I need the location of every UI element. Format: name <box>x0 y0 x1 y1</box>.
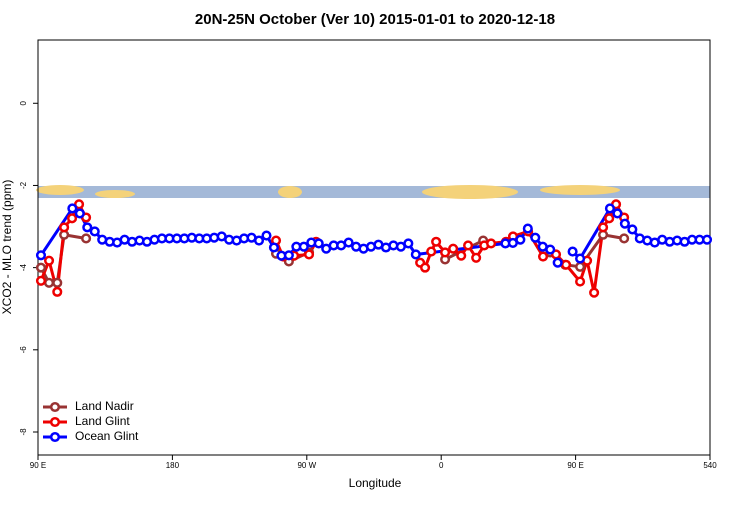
data-point <box>627 224 638 235</box>
x-tick-label: 90 E <box>30 461 46 470</box>
data-point <box>522 223 533 234</box>
data-point <box>456 250 467 261</box>
data-point <box>431 236 442 247</box>
x-tick-label: 540 <box>703 461 717 470</box>
data-point <box>35 262 47 273</box>
data-point <box>701 234 713 245</box>
data-point <box>81 233 92 244</box>
data-point <box>619 218 630 229</box>
data-point <box>283 250 294 261</box>
data-point <box>44 277 55 288</box>
data-point <box>298 241 309 252</box>
data-point <box>440 247 451 258</box>
data-point <box>575 276 586 287</box>
data-point <box>52 277 63 288</box>
legend-marker <box>49 401 61 413</box>
data-point <box>589 287 600 298</box>
data-point <box>303 249 315 260</box>
data-point <box>343 237 354 248</box>
legend-marker <box>49 416 61 428</box>
data-point <box>612 208 623 219</box>
x-axis-title: Longitude <box>349 476 402 490</box>
data-point <box>567 246 578 257</box>
x-tick-label: 90 E <box>567 461 583 470</box>
data-point <box>426 246 437 257</box>
x-tick-label: 180 <box>166 461 180 470</box>
data-point <box>261 230 272 241</box>
data-point <box>486 238 497 249</box>
x-tick-label: 0 <box>439 461 444 470</box>
data-point <box>604 213 615 224</box>
y-tick-label: -6 <box>19 346 28 354</box>
y-tick-label: -4 <box>19 264 28 272</box>
data-point <box>552 257 563 268</box>
data-point <box>560 259 572 270</box>
map-strip <box>36 185 710 199</box>
legend-label: Land Glint <box>75 414 130 428</box>
data-point <box>515 234 526 245</box>
data-point <box>604 203 615 214</box>
data-point <box>82 222 93 233</box>
data-point <box>471 252 482 263</box>
data-point <box>89 226 100 237</box>
data-point <box>268 242 279 253</box>
data-point <box>313 238 324 249</box>
data-point <box>44 255 55 266</box>
data-point <box>537 251 549 262</box>
data-point <box>448 243 459 254</box>
data-point <box>403 238 414 249</box>
legend-marker <box>49 431 61 443</box>
chart-title: 20N-25N October (Ver 10) 2015-01-01 to 2… <box>195 11 555 28</box>
x-tick-label: 90 W <box>297 461 316 470</box>
legend-label: Land Nadir <box>75 399 134 413</box>
data-point <box>410 249 421 260</box>
data-point <box>420 262 431 273</box>
data-point <box>463 240 474 251</box>
y-tick-label: 0 <box>19 101 28 106</box>
data-point <box>74 208 85 219</box>
data-point <box>575 261 586 272</box>
data-point <box>598 222 609 233</box>
data-point <box>545 244 556 255</box>
y-tick-label: -8 <box>19 428 28 436</box>
y-axis-title: XCO2 - MLO trend (ppm) <box>0 180 14 315</box>
data-point <box>66 213 78 224</box>
data-point <box>253 235 265 246</box>
plot-frame <box>37 39 711 456</box>
data-point <box>530 232 541 243</box>
y-tick-label: -2 <box>19 181 28 189</box>
data-point <box>52 286 63 297</box>
legend-label: Ocean Glint <box>75 429 139 443</box>
data-point <box>35 250 47 261</box>
data-point <box>575 253 586 264</box>
data-point <box>59 222 70 233</box>
data-point <box>619 233 630 244</box>
data-point <box>35 275 47 286</box>
data-point <box>67 203 78 214</box>
